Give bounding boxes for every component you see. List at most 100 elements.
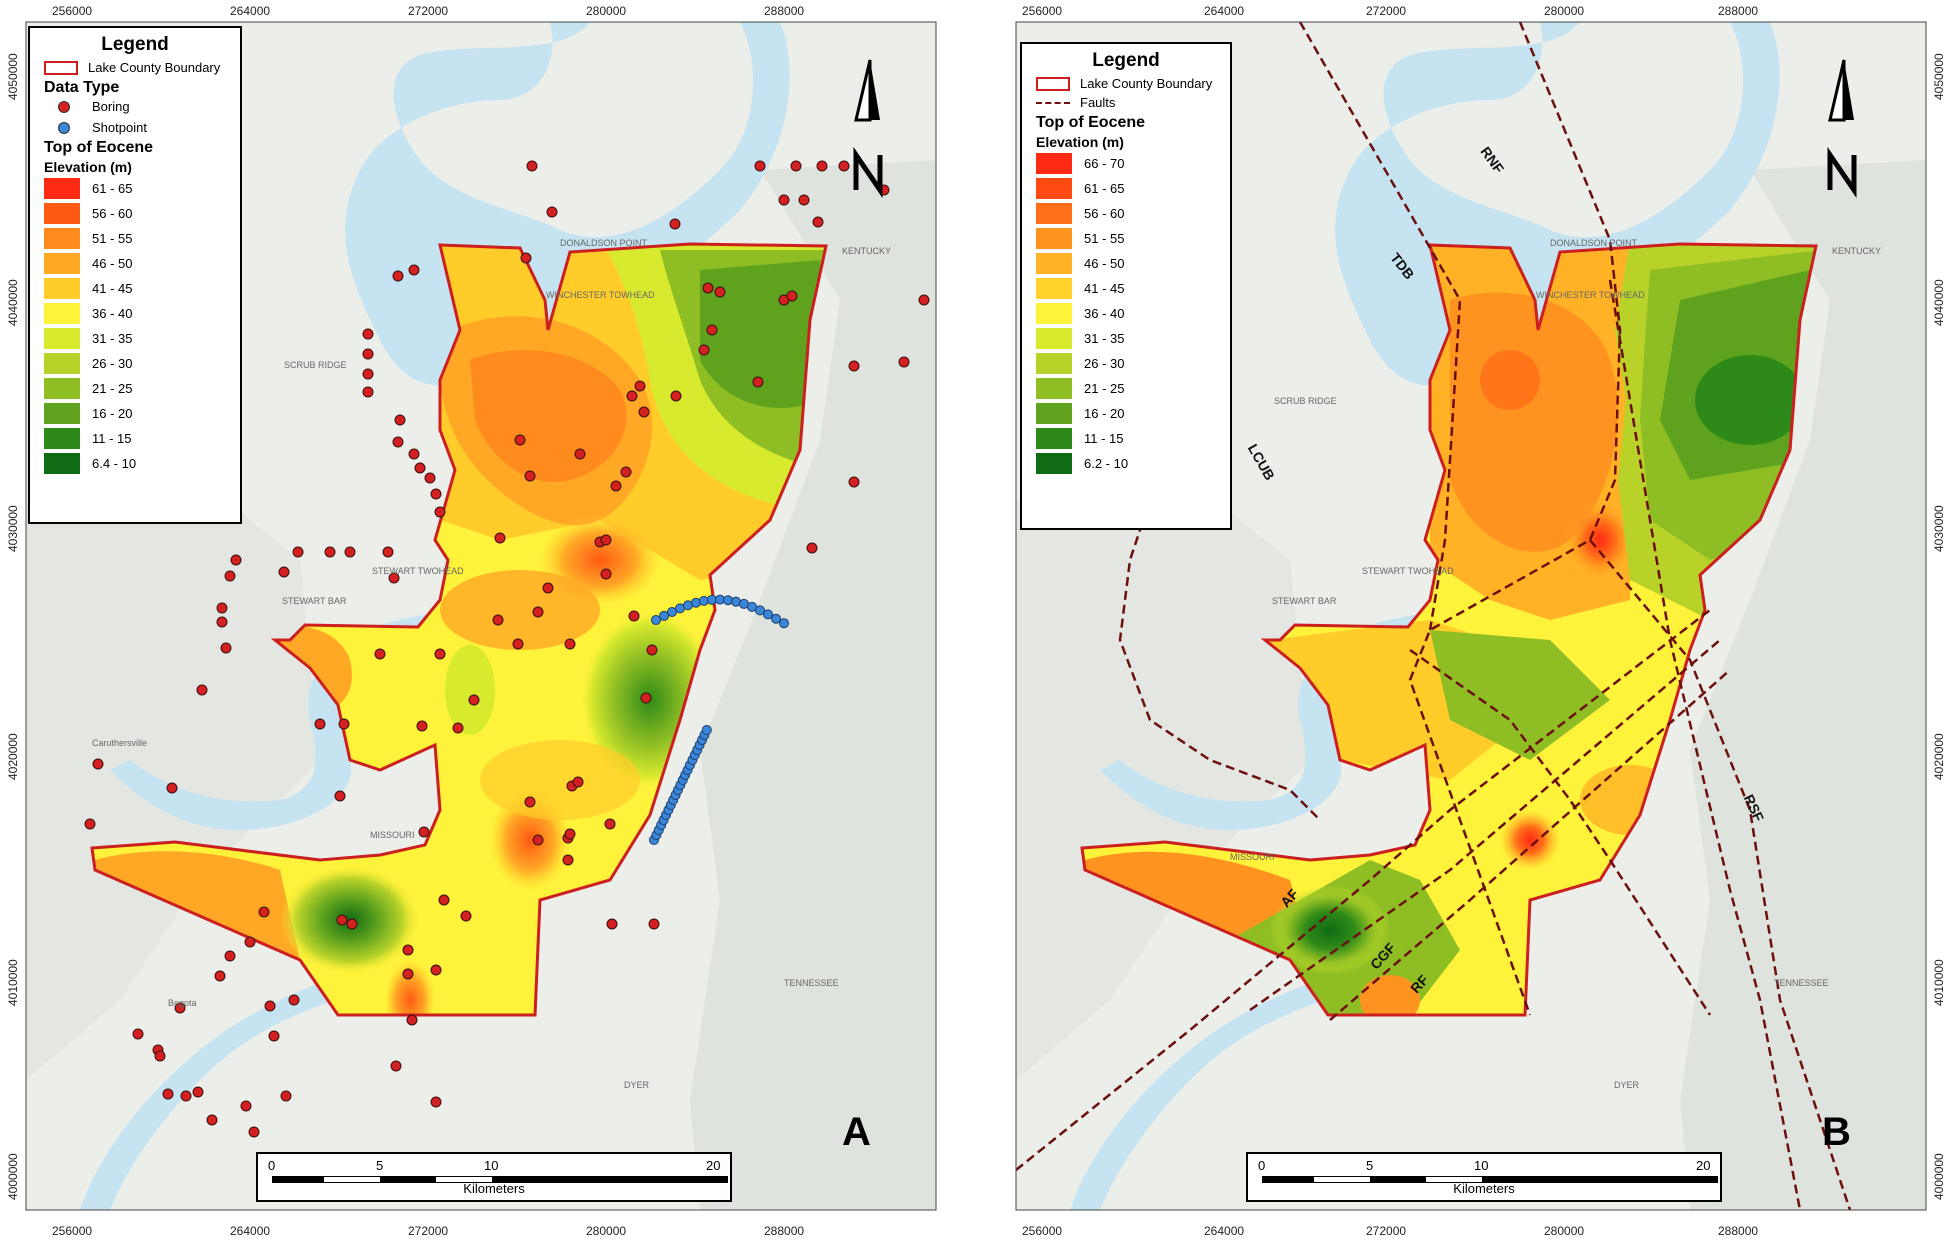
- elevation-class-label: 6.2 - 10: [1084, 456, 1129, 471]
- place-label: TENNESSEE: [784, 978, 839, 988]
- elevation-class-row: 61 - 65: [1036, 178, 1230, 199]
- boring-point: [460, 910, 472, 922]
- boring-point: [572, 776, 584, 788]
- legend-shotpoint-row: Shotpoint: [44, 120, 240, 135]
- boring-point: [628, 610, 640, 622]
- elevation-class-label: 26 - 30: [92, 356, 133, 371]
- elevation-class-label: 66 - 70: [1084, 156, 1125, 171]
- elevation-class-label: 36 - 40: [92, 306, 133, 321]
- boring-point: [406, 1014, 418, 1026]
- boring-point: [752, 376, 764, 388]
- boring-point: [438, 894, 450, 906]
- boring-point: [706, 324, 718, 336]
- elevation-class-row: 36 - 40: [44, 303, 240, 324]
- shotpoint-point: [701, 725, 712, 735]
- shotpoint-point: [667, 606, 677, 617]
- elevation-class-label: 56 - 60: [1084, 206, 1125, 221]
- boring-point: [430, 1096, 442, 1108]
- elevation-swatch: [44, 253, 80, 274]
- place-label: SCRUB RIDGE: [1274, 396, 1337, 406]
- elevation-class-row: 41 - 45: [44, 278, 240, 299]
- boring-point: [848, 476, 860, 488]
- elevation-class-row: 26 - 30: [44, 353, 240, 374]
- scale-tick: 5: [1366, 1158, 1374, 1173]
- x-tick: 288000: [764, 1224, 805, 1238]
- elevation-class-label: 16 - 20: [92, 406, 133, 421]
- boring-point: [264, 1000, 276, 1012]
- boring-point: [362, 368, 374, 380]
- shotpoint-point: [779, 618, 789, 629]
- x-tick: 288000: [1718, 1224, 1759, 1238]
- boring-label: Boring: [92, 99, 130, 114]
- boring-point: [344, 546, 356, 558]
- boring-point: [468, 694, 480, 706]
- elevation-swatch: [44, 328, 80, 349]
- shotpoint-point: [723, 595, 733, 606]
- x-tick: 256000: [52, 1224, 93, 1238]
- elevation-class-row: 41 - 45: [1036, 278, 1230, 299]
- scale-bar-a: 0 5 10 20 Kilometers: [256, 1152, 732, 1202]
- elevation-swatch: [1036, 153, 1072, 174]
- boring-point: [778, 194, 790, 206]
- boring-point: [754, 160, 766, 172]
- boring-point: [798, 194, 810, 206]
- boring-point: [258, 906, 270, 918]
- place-label: DYER: [624, 1080, 650, 1090]
- shotpoint-label: Shotpoint: [92, 120, 147, 135]
- elevation-heading: Elevation (m): [44, 159, 132, 175]
- boring-point: [542, 582, 554, 594]
- scale-tick: 20: [1696, 1158, 1711, 1173]
- elevation-class-row: 46 - 50: [1036, 253, 1230, 274]
- y-tick: 4020000: [1932, 733, 1946, 780]
- borings-a: [84, 160, 930, 1138]
- boring-point: [196, 684, 208, 696]
- boring-point: [648, 918, 660, 930]
- boring-point: [620, 466, 632, 478]
- boring-point: [524, 470, 536, 482]
- scale-tick: 10: [1474, 1158, 1489, 1173]
- elevation-class-row: 16 - 20: [1036, 403, 1230, 424]
- place-label: WINCHESTER TOWHEAD: [546, 290, 655, 300]
- elevation-swatch: [1036, 328, 1072, 349]
- boring-point: [452, 722, 464, 734]
- boring-point: [786, 290, 798, 302]
- boring-point: [180, 1090, 192, 1102]
- shotpoint-point: [691, 597, 701, 608]
- boring-point: [248, 1126, 260, 1138]
- elevation-class-label: 11 - 15: [92, 431, 132, 446]
- boring-point: [494, 532, 506, 544]
- boring-point: [514, 434, 526, 446]
- elevation-swatch: [44, 228, 80, 249]
- shotpoint-point: [651, 615, 661, 625]
- boring-point: [898, 356, 910, 368]
- elevation-swatch: [1036, 203, 1072, 224]
- elevation-class-label: 21 - 25: [92, 381, 133, 396]
- place-label: STEWART TWOHEAD: [1362, 566, 1454, 576]
- scale-tick: 20: [706, 1158, 721, 1173]
- elevation-swatch: [44, 403, 80, 424]
- boring-point: [154, 1050, 166, 1062]
- boring-point: [670, 390, 682, 402]
- y-tick: 4010000: [6, 959, 20, 1006]
- x-tick: 288000: [764, 4, 805, 18]
- x-tick: 272000: [1366, 1224, 1407, 1238]
- fault-lines: [1015, 21, 1852, 1211]
- fault-rnf: [1408, 21, 1622, 1016]
- map-a: [25, 21, 937, 1211]
- place-label: DONALDSON POINT: [560, 238, 648, 248]
- scale-unit: Kilometers: [1453, 1181, 1515, 1196]
- boring-point: [362, 386, 374, 398]
- boring-point: [790, 160, 802, 172]
- boring-point: [640, 692, 652, 704]
- boundary-label: Lake County Boundary: [1080, 76, 1213, 91]
- boring-point: [848, 360, 860, 372]
- boring-point: [430, 964, 442, 976]
- shotpoints-a: [649, 594, 789, 845]
- elevation-class-label: 21 - 25: [1084, 381, 1125, 396]
- elevation-class-row: 56 - 60: [44, 203, 240, 224]
- x-tick: 272000: [408, 4, 449, 18]
- boring-point: [346, 918, 358, 930]
- surface-heading: Top of Eocene: [1036, 114, 1146, 131]
- boring-point: [224, 570, 236, 582]
- boring-point: [434, 648, 446, 660]
